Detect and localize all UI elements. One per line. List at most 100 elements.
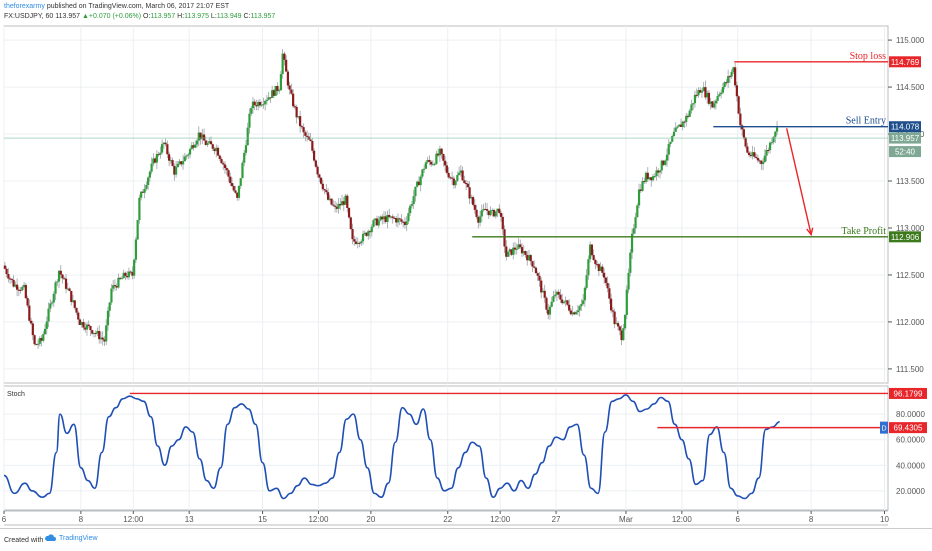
candle-body <box>248 113 251 128</box>
candle-body <box>241 162 244 179</box>
candle-body <box>292 93 295 107</box>
candle-body <box>571 312 574 315</box>
candle-body <box>213 148 216 152</box>
candle-body <box>21 286 24 291</box>
cloud-icon <box>45 534 56 541</box>
candle-body <box>627 272 630 290</box>
candle-body <box>720 92 723 95</box>
candle-body <box>35 344 38 346</box>
candle-body <box>606 282 609 289</box>
candle-body <box>464 183 468 185</box>
candle-body <box>587 259 590 276</box>
candle-body <box>573 312 576 315</box>
candle-body <box>657 170 660 173</box>
candle-body <box>342 201 345 205</box>
candle-body <box>178 161 181 164</box>
candle-body <box>491 209 494 211</box>
candle-body <box>148 171 151 178</box>
candle-body <box>700 91 704 93</box>
candle-body <box>768 142 772 151</box>
candle-body <box>192 145 195 148</box>
candle-body <box>421 169 424 177</box>
candle-body <box>487 210 490 216</box>
candle-body <box>634 217 637 229</box>
candle-body <box>347 207 351 218</box>
candle-body <box>714 100 718 104</box>
stoch-level-label: 69.4305 <box>894 424 923 433</box>
candle-body <box>547 309 550 315</box>
price-pane <box>3 25 889 384</box>
candle-body <box>323 189 326 191</box>
candle-body <box>636 205 639 218</box>
candle-body <box>325 190 328 193</box>
candle-body <box>555 291 559 295</box>
candle-body <box>45 321 48 329</box>
candle-body <box>337 203 340 209</box>
candle-body <box>596 264 599 266</box>
candle-body <box>26 298 29 306</box>
time-tick-label: 12:00 <box>672 515 693 524</box>
candle-body <box>704 87 707 98</box>
candle-body <box>706 92 709 98</box>
candle-body <box>665 154 669 161</box>
candle-body <box>38 338 41 344</box>
candle-body <box>363 232 366 234</box>
candle-body <box>660 160 663 171</box>
time-tick-label: 8 <box>809 515 814 524</box>
candle-body <box>223 164 227 169</box>
stoch-value-marker <box>880 421 888 434</box>
candle-body <box>260 104 263 106</box>
candle-body <box>716 95 719 101</box>
candle-body <box>655 170 658 177</box>
candle-body <box>286 71 289 86</box>
candle-body <box>229 176 232 184</box>
candle-body <box>351 228 354 240</box>
candle-body <box>695 94 698 96</box>
candle-body <box>601 266 604 273</box>
candle-body <box>251 101 255 109</box>
candle-body <box>7 273 10 279</box>
candle-body <box>709 101 712 104</box>
candle-body <box>501 216 504 230</box>
candle-body <box>43 328 47 335</box>
candle-body <box>333 205 337 207</box>
candle-body <box>669 141 672 145</box>
arrowhead-icon <box>806 227 814 237</box>
candle-body <box>173 165 176 175</box>
candle-body <box>456 174 459 181</box>
candle-body <box>365 232 368 236</box>
candle-body <box>379 216 382 221</box>
candle-body <box>480 210 483 217</box>
candle-body <box>17 289 20 291</box>
candle-body <box>685 115 688 122</box>
candle-body <box>356 242 359 244</box>
candle-body <box>431 164 434 166</box>
candle-body <box>176 163 179 168</box>
price-tick-label: 112.000 <box>896 318 925 327</box>
time-tick-label: 13 <box>185 515 194 524</box>
candle-body <box>744 137 747 147</box>
candle-body <box>774 131 777 137</box>
candle-body <box>5 268 8 274</box>
candle-body <box>589 244 592 260</box>
candle-body <box>157 154 160 156</box>
candle-body <box>608 288 611 299</box>
time-tick-label: 12:00 <box>123 515 144 524</box>
candle-body <box>770 142 773 144</box>
candle-body <box>206 143 209 146</box>
footer: Created with TradingView <box>0 528 932 551</box>
candle-body <box>14 284 17 287</box>
candle-body <box>653 176 656 178</box>
candle-body <box>721 87 725 93</box>
candle-body <box>66 288 69 290</box>
candle-body <box>679 124 683 127</box>
candle-body <box>402 221 405 223</box>
tradingview-logo[interactable]: TradingView <box>44 534 98 542</box>
price-tick-label: 112.500 <box>896 271 925 280</box>
candle-body <box>583 287 586 301</box>
candle-body <box>377 220 380 226</box>
candle-body <box>585 275 588 288</box>
author-link[interactable]: theforexarmy <box>4 3 45 10</box>
candle-body <box>140 191 143 198</box>
candle-body <box>101 337 104 340</box>
